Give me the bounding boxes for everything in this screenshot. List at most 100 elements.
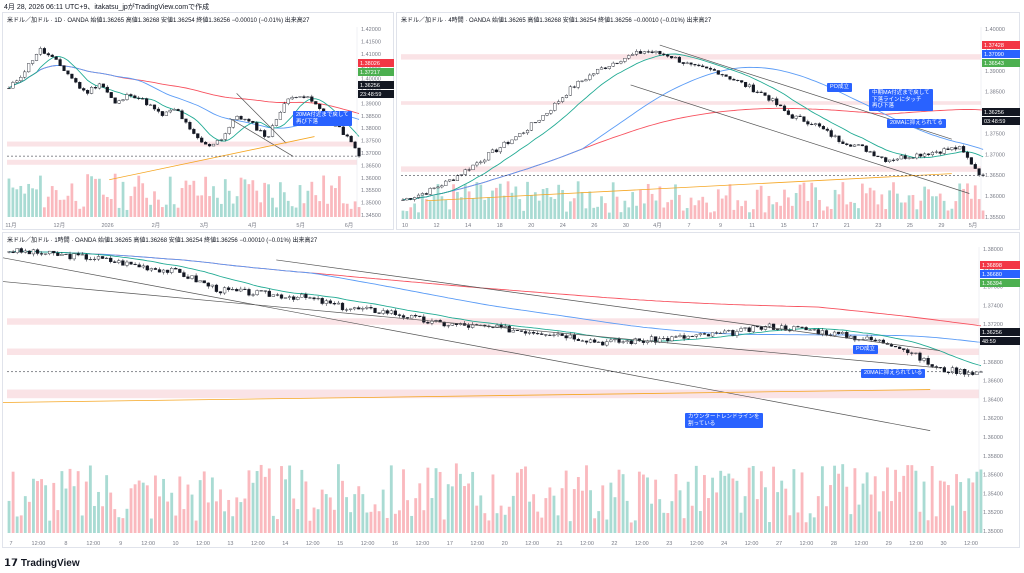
candle-body [255,290,259,295]
volume-bar [775,202,779,219]
volume-bar [619,212,623,219]
candle-body [694,334,698,337]
ma20-line [8,250,982,367]
volume-bar [314,195,318,217]
candle-body [117,260,121,263]
volume-bar [642,474,645,533]
volume-bar [133,484,137,533]
volume-bar [275,207,278,217]
candle-body [190,275,194,279]
price-label: 1.36256 [984,110,1004,116]
volume-bar [565,211,568,219]
volume-bar [857,208,860,219]
volume-bar [32,478,35,533]
volume-bar [105,196,109,217]
candle-body [954,367,959,374]
volume-bar [200,195,204,217]
support-line [426,173,952,202]
volume-bar [560,488,564,533]
resistance-zone [7,159,357,165]
candle-body [332,303,336,305]
volume-bar [607,212,611,219]
candle-body [601,341,605,346]
volume-bar [662,512,666,533]
volume-bar [101,506,104,533]
volume-bar [113,173,117,217]
candle-body [922,357,926,361]
volume-bar [979,469,983,533]
candle-body [580,80,584,82]
volume-bar [231,516,235,533]
candle-body [708,67,713,70]
time-tick-label: 29 [886,541,892,547]
volume-bar [357,486,361,533]
candle-body [556,333,560,336]
candle-body [724,74,728,77]
chart-pane-daily[interactable]: 米ドル／加ドル · 1D · OANDA 始値1.36265 高値1.36268… [2,12,394,230]
chart-pane-4h[interactable]: 米ドル／加ドル · 4時間 · OANDA 始値1.36265 高値1.3626… [396,12,1020,230]
candle-body [650,51,654,53]
volume-bar [942,200,946,219]
candle-body [56,252,60,256]
candle-body [658,50,662,55]
candle-body [38,48,43,55]
annotation-callout: カウンタートレンドラインを 割っている [685,413,763,428]
volume-bar [545,188,549,219]
volume-bar [950,208,954,219]
time-tick-label: 12:00 [86,541,100,547]
chart-pane-1h[interactable]: 米ドル／加ドル · 1時間 · OANDA 始値1.36265 高値1.3626… [2,232,1020,548]
volume-bar [568,201,572,219]
volume-bar [923,186,927,219]
brand-name: TradingView [20,558,80,569]
candle-body [436,186,440,189]
candle-body [72,253,76,260]
candle-body [776,328,780,330]
volume-bar [973,185,977,219]
volume-bar [739,512,743,533]
volume-bar [637,471,641,533]
volume-bar [255,190,259,217]
candle-body [7,88,11,90]
volume-bar [548,487,552,533]
volume-bar [564,470,568,533]
volume-bar [759,185,763,219]
candle-body [251,121,255,123]
candle-body [316,298,320,300]
volume-bar [50,186,54,217]
volume-bar [635,205,638,219]
volume-bar [536,511,540,533]
candle-body [243,288,247,290]
candle-body [907,157,911,159]
candle-body [898,346,902,349]
volume-bar [658,499,662,533]
candle-body [231,119,235,128]
volume-bar [60,471,64,533]
volume-bar [23,193,27,217]
volume-bar [601,485,605,533]
volume-bar [227,499,231,533]
price-tick-label: 1.36000 [985,194,1005,200]
candle-body [572,334,576,340]
candle-body [211,143,216,147]
volume-bar [910,465,914,533]
volume-bar [771,204,775,219]
volume-bar [345,497,348,533]
price-tick-label: 1.36800 [983,360,1003,366]
candle-body [172,109,176,111]
candle-body [662,338,666,340]
volume-bar [898,491,902,533]
volume-bar [541,189,545,219]
time-tick-label: 30 [623,223,629,229]
time-tick-label: 18 [497,223,503,229]
price-tick-label: 1.36000 [361,176,381,182]
volume-bar [196,195,200,217]
tradingview-logo[interactable]: 𝟭𝟳 TradingView [4,558,80,569]
volume-bar [157,199,160,217]
volume-bar [822,210,825,219]
candle-body [204,141,208,145]
candle-body [409,198,413,200]
price-tick-label: 1.36500 [361,163,381,169]
candle-body [540,333,544,335]
volume-bar [35,189,38,217]
candle-body [845,332,849,339]
